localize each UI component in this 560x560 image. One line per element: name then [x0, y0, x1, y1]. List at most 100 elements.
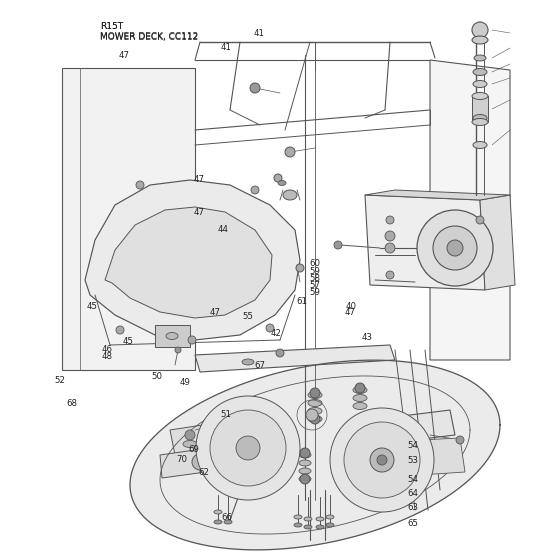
Text: 63: 63	[408, 503, 419, 512]
Text: MOWER DECK, CC112: MOWER DECK, CC112	[100, 33, 198, 42]
Text: 54: 54	[408, 441, 419, 450]
Bar	[472, 96, 488, 122]
Circle shape	[386, 216, 394, 224]
Circle shape	[456, 436, 464, 444]
Polygon shape	[130, 360, 500, 550]
Text: 47: 47	[193, 175, 204, 184]
Polygon shape	[365, 190, 510, 200]
Polygon shape	[430, 60, 510, 360]
Circle shape	[251, 186, 259, 194]
Ellipse shape	[353, 386, 367, 394]
Ellipse shape	[304, 517, 312, 521]
Ellipse shape	[326, 515, 334, 519]
Text: 68: 68	[66, 399, 77, 408]
Text: 67: 67	[255, 361, 266, 370]
Text: 48: 48	[102, 352, 113, 361]
Ellipse shape	[308, 399, 322, 407]
Ellipse shape	[308, 391, 322, 399]
Ellipse shape	[473, 142, 487, 148]
Text: 43: 43	[361, 333, 372, 342]
Ellipse shape	[353, 403, 367, 409]
Text: 45: 45	[122, 337, 133, 346]
Ellipse shape	[299, 452, 311, 458]
Circle shape	[433, 226, 477, 270]
Ellipse shape	[472, 119, 488, 125]
Circle shape	[250, 83, 260, 93]
Text: 66: 66	[221, 513, 232, 522]
Polygon shape	[62, 68, 195, 370]
Text: 60: 60	[310, 259, 321, 268]
Ellipse shape	[278, 180, 286, 185]
Ellipse shape	[294, 523, 302, 527]
Text: 59: 59	[310, 267, 320, 276]
Text: 51: 51	[220, 410, 231, 419]
Polygon shape	[480, 195, 515, 290]
Circle shape	[355, 383, 365, 393]
Ellipse shape	[304, 525, 312, 529]
Circle shape	[447, 240, 463, 256]
Polygon shape	[420, 438, 465, 475]
Circle shape	[370, 448, 394, 472]
Text: 41: 41	[220, 43, 231, 52]
Ellipse shape	[224, 520, 232, 524]
Text: 47: 47	[193, 208, 204, 217]
Circle shape	[276, 349, 284, 357]
Text: 40: 40	[346, 302, 357, 311]
Ellipse shape	[208, 437, 222, 445]
Circle shape	[377, 455, 387, 465]
Ellipse shape	[214, 510, 222, 514]
Ellipse shape	[472, 92, 488, 100]
Polygon shape	[85, 180, 300, 340]
Circle shape	[188, 336, 196, 344]
Text: 54: 54	[408, 475, 419, 484]
Text: 64: 64	[408, 489, 419, 498]
Circle shape	[296, 264, 304, 272]
Text: 53: 53	[408, 456, 419, 465]
Text: 62: 62	[199, 468, 210, 477]
Text: MOWER DECK, CC112: MOWER DECK, CC112	[100, 32, 198, 41]
Ellipse shape	[473, 68, 487, 76]
Ellipse shape	[308, 416, 322, 422]
Circle shape	[266, 324, 274, 332]
Circle shape	[385, 231, 395, 241]
Circle shape	[210, 410, 286, 486]
Ellipse shape	[473, 81, 487, 87]
Text: 49: 49	[179, 378, 190, 387]
Ellipse shape	[214, 520, 222, 524]
Circle shape	[210, 427, 220, 437]
Ellipse shape	[166, 333, 178, 339]
Text: 47: 47	[210, 308, 221, 317]
Text: 59: 59	[310, 288, 320, 297]
Polygon shape	[370, 410, 455, 445]
Text: 58: 58	[310, 274, 321, 283]
Circle shape	[116, 326, 124, 334]
Circle shape	[196, 396, 300, 500]
Circle shape	[385, 243, 395, 253]
Ellipse shape	[472, 36, 488, 44]
Circle shape	[386, 271, 394, 279]
Text: 45: 45	[87, 302, 98, 311]
Circle shape	[405, 418, 415, 428]
Circle shape	[185, 430, 195, 440]
Text: 55: 55	[242, 312, 253, 321]
Circle shape	[236, 436, 260, 460]
Ellipse shape	[283, 190, 297, 200]
Circle shape	[285, 147, 295, 157]
Circle shape	[306, 409, 318, 421]
Ellipse shape	[316, 525, 324, 529]
Circle shape	[310, 388, 320, 398]
Text: 61: 61	[297, 297, 308, 306]
Ellipse shape	[326, 523, 334, 527]
Circle shape	[175, 347, 181, 353]
Ellipse shape	[473, 114, 487, 122]
Circle shape	[330, 408, 434, 512]
Circle shape	[136, 181, 144, 189]
Ellipse shape	[294, 515, 302, 519]
Polygon shape	[170, 420, 240, 455]
Circle shape	[344, 422, 420, 498]
Text: 57: 57	[310, 281, 321, 290]
Ellipse shape	[299, 460, 311, 466]
Text: 41: 41	[253, 29, 264, 38]
Circle shape	[334, 241, 342, 249]
Text: 46: 46	[102, 345, 113, 354]
